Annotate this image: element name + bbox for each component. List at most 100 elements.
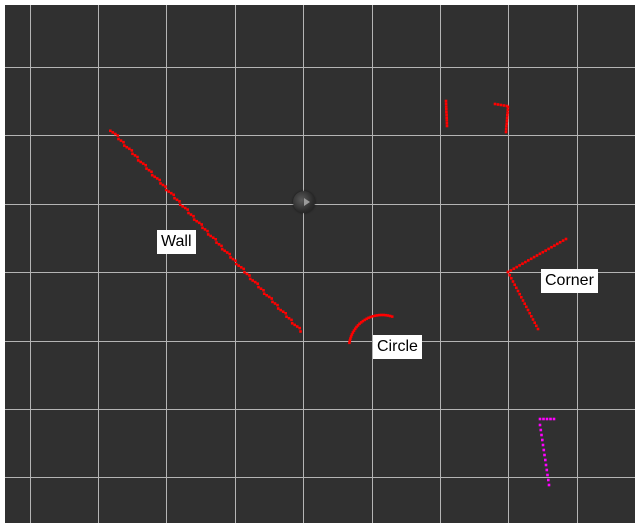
circle-scan-point xyxy=(380,313,383,317)
wall-scan-point xyxy=(228,252,231,256)
corner-scan-point xyxy=(530,315,533,318)
wall-scan-point xyxy=(197,221,201,225)
wall-scan-point xyxy=(284,312,287,315)
scan-fragment-point xyxy=(506,108,510,112)
circle-scan-point xyxy=(351,331,355,334)
corner-scan-point xyxy=(536,327,540,331)
circle-scan-point xyxy=(367,316,370,320)
corner-scan-point xyxy=(561,239,565,242)
wall-scan-point xyxy=(214,238,217,241)
corner-scan-point xyxy=(564,237,568,241)
corner-scan-point xyxy=(550,245,553,249)
corner-scan-point xyxy=(531,318,535,321)
wall-scan-point xyxy=(111,131,115,134)
wall-scan-point xyxy=(192,214,195,218)
wall-scan-point xyxy=(161,183,165,187)
scan-fragment-point xyxy=(499,103,503,107)
wall-scan-point xyxy=(164,188,168,192)
corner-scan-point xyxy=(547,247,550,251)
corner-scan-point xyxy=(535,254,539,257)
wall-scan-point xyxy=(276,303,279,307)
wall-scan-point xyxy=(265,294,268,297)
wall-scan-point xyxy=(211,236,215,239)
wall-scan-point xyxy=(279,308,282,312)
wall-scan-point xyxy=(175,198,179,202)
highlight-point xyxy=(542,448,546,452)
highlight-point xyxy=(545,468,549,472)
scan-fragment-point xyxy=(502,104,506,107)
scan-fragment-point xyxy=(444,99,448,103)
wall-scan-point xyxy=(158,178,161,182)
wall-scan-point xyxy=(253,280,257,284)
wall-scan-point xyxy=(200,223,203,226)
wall-scan-point xyxy=(237,264,240,267)
corner-scan-point xyxy=(544,249,547,252)
highlight-point xyxy=(541,443,545,447)
highlight-point xyxy=(549,417,552,421)
corner-scan-point xyxy=(516,289,520,293)
wall-scan-point xyxy=(123,144,126,147)
wall-scan-point xyxy=(122,140,125,144)
highlight-point xyxy=(541,438,544,442)
wall-scan-point xyxy=(251,279,254,282)
circle-scan-point xyxy=(356,324,360,327)
corner-scan-point xyxy=(527,259,530,262)
wall-scan-point xyxy=(186,208,189,211)
corner-label: Corner xyxy=(541,269,598,293)
wall-scan-point xyxy=(229,256,232,259)
scan-fragment-point xyxy=(493,102,497,106)
highlight-point xyxy=(538,423,542,427)
circle-scan-point xyxy=(371,315,375,318)
scan-fragment-point xyxy=(444,105,448,108)
corner-scan-point xyxy=(528,311,531,315)
wall-scan-point xyxy=(144,163,147,167)
wall-scan-point xyxy=(183,206,187,210)
highlight-point xyxy=(544,458,547,462)
wall-scan-point xyxy=(131,152,134,156)
circle-scan-point xyxy=(348,339,352,342)
corner-scan-point xyxy=(515,265,518,269)
wall-scan-point xyxy=(181,205,184,208)
wall-scan-point xyxy=(220,244,223,248)
corner-scan-point xyxy=(535,324,538,328)
scan-fragment-point xyxy=(505,122,508,125)
circle-scan-point xyxy=(388,314,392,318)
highlight-point xyxy=(538,417,542,421)
corner-scan-point xyxy=(510,277,513,280)
corner-scan-point xyxy=(509,269,513,272)
robot-marker-icon xyxy=(293,191,315,213)
wall-scan-point xyxy=(203,228,207,231)
wall-scan-point xyxy=(145,167,148,170)
corner-scan-point xyxy=(518,264,521,267)
wall-scan-point xyxy=(220,247,224,251)
wall-scan-point xyxy=(153,175,156,179)
wall-scan-point xyxy=(257,285,260,289)
circle-scan-point xyxy=(375,314,379,317)
wall-scan-point xyxy=(248,277,252,281)
corner-scan-point xyxy=(524,260,527,264)
highlight-point xyxy=(545,417,549,421)
wall-scan-point xyxy=(290,322,294,325)
corner-scan-point xyxy=(523,302,526,305)
circle-scan-point xyxy=(365,317,368,321)
highlight-point xyxy=(547,478,550,482)
circle-scan-point xyxy=(390,315,394,318)
scan-fragment-point xyxy=(505,116,509,120)
wall-scan-point xyxy=(285,315,288,318)
wall-scan-point xyxy=(298,326,301,330)
wall-label: Wall xyxy=(157,230,196,254)
wall-scan-point xyxy=(141,162,145,165)
wall-scan-point xyxy=(116,134,120,137)
wall-scan-point xyxy=(150,170,153,174)
corner-scan-point xyxy=(538,252,542,256)
scan-fragment-point xyxy=(506,111,509,114)
wall-scan-point xyxy=(225,251,229,254)
wall-scan-point xyxy=(259,287,263,290)
wall-scan-point xyxy=(239,266,243,269)
3d-viewport[interactable]: Wall Circle Corner xyxy=(5,5,635,523)
scan-fragment-point xyxy=(506,114,509,117)
wall-scan-point xyxy=(262,292,266,295)
wall-scan-point xyxy=(267,295,271,299)
corner-scan-point xyxy=(521,299,525,302)
wall-scan-point xyxy=(187,211,190,215)
